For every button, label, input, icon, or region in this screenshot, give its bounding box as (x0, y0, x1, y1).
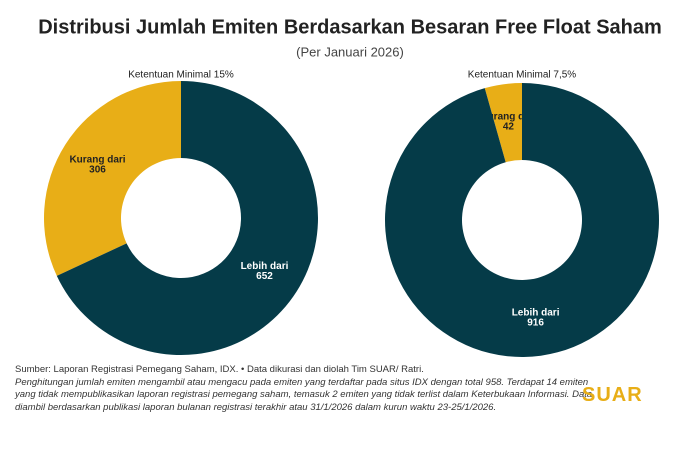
value-label: 42 (503, 122, 515, 133)
footer: Sumber: Laporan Registrasi Pemegang Saha… (15, 364, 595, 414)
value-label: 916 (527, 318, 544, 329)
source: Sumber: Laporan Registrasi Pemegang Saha… (15, 364, 424, 375)
chart-subtitle: (Per Januari 2026) (296, 44, 404, 59)
slice (484, 83, 522, 163)
slice-label: Lebih dari (241, 261, 289, 272)
value-label: 652 (256, 271, 273, 282)
value-label: 306 (89, 164, 106, 175)
donut-title: Ketentuan Minimal 15% (128, 70, 234, 81)
slice-label: Kurang dari (69, 154, 125, 165)
slice (44, 81, 181, 276)
note: Penghitungan jumlah emiten mengambil ata… (15, 376, 593, 413)
slice (56, 81, 318, 356)
chart-title: Distribusi Jumlah Emiten Berdasarkan Bes… (38, 16, 662, 38)
slice-label: Kurang dari (480, 112, 536, 123)
slice-label: Lebih dari (512, 308, 560, 319)
donut-title: Ketentuan Minimal 7,5% (468, 70, 577, 81)
slice (384, 83, 659, 357)
logo: SUAR (582, 384, 643, 406)
